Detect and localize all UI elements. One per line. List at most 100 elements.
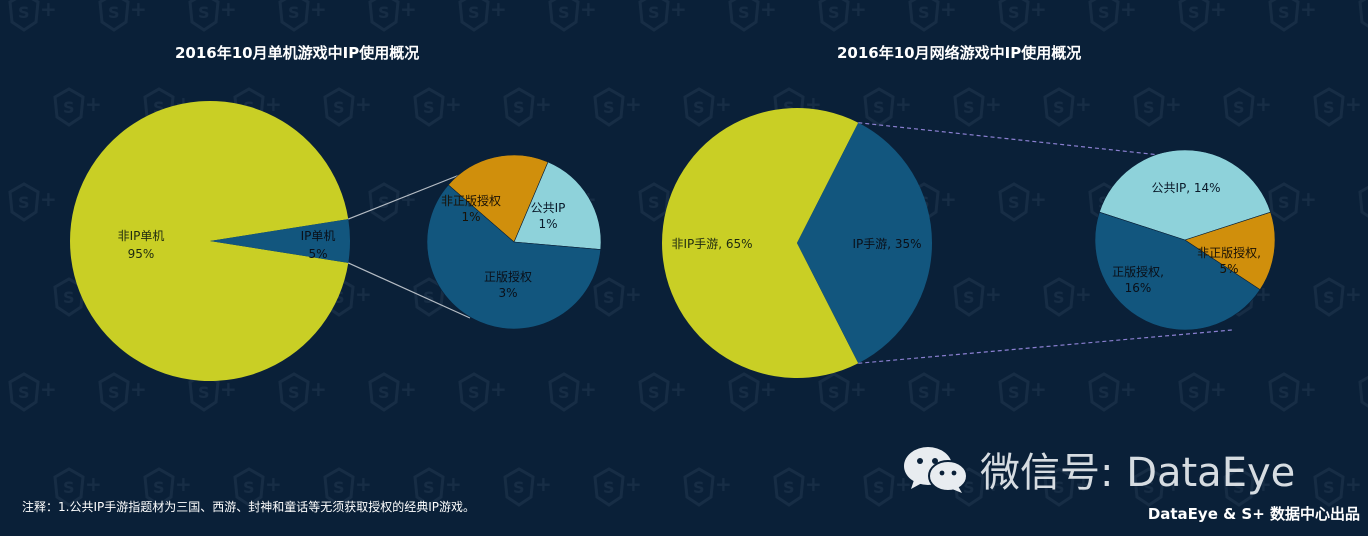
svg-text:S: S bbox=[783, 98, 795, 117]
svg-text:S: S bbox=[1323, 478, 1335, 497]
s-plus-shield-icon: S+ bbox=[1313, 87, 1362, 127]
s-plus-shield-icon: S+ bbox=[773, 467, 822, 507]
svg-text:+: + bbox=[1300, 0, 1317, 21]
s-plus-shield-icon: S+ bbox=[368, 372, 417, 412]
slice-label-non-ip-mobile: 非IP手游, 65% bbox=[671, 237, 752, 251]
svg-text:S: S bbox=[333, 478, 345, 497]
svg-text:S: S bbox=[738, 3, 750, 22]
s-plus-shield-icon: S+ bbox=[1358, 375, 1368, 408]
svg-text:S: S bbox=[1053, 478, 1065, 497]
s-plus-shield-icon: S+ bbox=[1133, 87, 1182, 127]
svg-text:S: S bbox=[198, 3, 210, 22]
slice-value-licensed-standalone: 3% bbox=[498, 286, 517, 300]
s-plus-shield-icon: S+ bbox=[1178, 372, 1227, 412]
slice-label-licensed-mobile: 正版授权, bbox=[1112, 264, 1164, 279]
s-plus-shield-icon: S+ bbox=[1268, 0, 1317, 32]
s-plus-shield-icon: S+ bbox=[818, 0, 867, 32]
s-plus-shield-icon: S+ bbox=[503, 87, 552, 127]
s-plus-shield-icon: S+ bbox=[1178, 0, 1227, 32]
s-plus-shield-icon: S+ bbox=[503, 467, 552, 507]
wechat-id-text: 微信号: DataEye bbox=[980, 450, 1296, 496]
svg-text:+: + bbox=[1300, 377, 1317, 401]
svg-text:S: S bbox=[738, 383, 750, 402]
s-plus-shield-icon: S+ bbox=[683, 467, 732, 507]
s-plus-shield-icon: S+ bbox=[1223, 87, 1272, 127]
svg-text:S: S bbox=[513, 98, 525, 117]
slice-label-unlicensed-mobile: 非正版授权, bbox=[1197, 245, 1261, 260]
s-plus-shield-icon: S+ bbox=[1268, 372, 1317, 412]
s-plus-shield-icon: S+ bbox=[8, 372, 57, 412]
svg-text:+: + bbox=[715, 92, 732, 116]
svg-text:+: + bbox=[985, 92, 1002, 116]
s-plus-shield-icon: S+ bbox=[593, 277, 642, 317]
svg-text:+: + bbox=[85, 92, 102, 116]
svg-text:S: S bbox=[873, 98, 885, 117]
svg-text:+: + bbox=[445, 92, 462, 116]
slice-licensed-mobile bbox=[1094, 211, 1261, 331]
svg-text:S: S bbox=[153, 478, 165, 497]
svg-text:+: + bbox=[1165, 92, 1182, 116]
svg-text:+: + bbox=[1030, 187, 1047, 211]
s-plus-shield-icon: S+ bbox=[368, 0, 417, 32]
s-plus-shield-icon: S+ bbox=[143, 467, 192, 507]
svg-text:+: + bbox=[580, 0, 597, 21]
svg-text:S: S bbox=[288, 3, 300, 22]
s-plus-shield-icon: S+ bbox=[98, 0, 147, 32]
s-plus-shield-icon: S+ bbox=[863, 87, 912, 127]
svg-text:+: + bbox=[1030, 0, 1047, 21]
svg-text:S: S bbox=[1188, 3, 1200, 22]
svg-text:S: S bbox=[198, 383, 210, 402]
svg-text:S: S bbox=[1278, 193, 1290, 212]
svg-text:S: S bbox=[1008, 3, 1020, 22]
slice-public-ip-mobile bbox=[1099, 149, 1271, 241]
svg-text:+: + bbox=[805, 472, 822, 496]
svg-text:S: S bbox=[648, 383, 660, 402]
svg-text:S: S bbox=[1278, 383, 1290, 402]
s-plus-shield-icon: S+ bbox=[998, 372, 1047, 412]
slice-value-unlicensed-standalone: 1% bbox=[461, 210, 480, 224]
svg-text:+: + bbox=[355, 92, 372, 116]
svg-text:S: S bbox=[1008, 383, 1020, 402]
svg-text:S: S bbox=[468, 3, 480, 22]
svg-text:S: S bbox=[918, 3, 930, 22]
svg-text:+: + bbox=[1075, 472, 1092, 496]
pie-layer: 非IP单机 95% IP单机 5% 公共IP 1% 非正版授权 1% 正版授权 3% 非IP手游, … bbox=[70, 101, 1276, 382]
s-plus-shield-icon: S+ bbox=[1223, 467, 1272, 507]
svg-text:+: + bbox=[1075, 92, 1092, 116]
svg-text:+: + bbox=[760, 0, 777, 21]
s-plus-shield-icon: S+ bbox=[908, 372, 957, 412]
svg-text:S: S bbox=[558, 383, 570, 402]
svg-text:+: + bbox=[130, 377, 147, 401]
svg-text:+: + bbox=[220, 377, 237, 401]
s-plus-shield-icon: S+ bbox=[728, 372, 777, 412]
svg-text:+: + bbox=[940, 187, 957, 211]
s-plus-shield-icon: S+ bbox=[1043, 277, 1092, 317]
svg-text:S: S bbox=[1278, 3, 1290, 22]
s-plus-shield-icon: S+ bbox=[638, 372, 687, 412]
s-plus-shield-icon: S+ bbox=[548, 372, 597, 412]
svg-text:+: + bbox=[940, 377, 957, 401]
s-plus-shield-icon: S+ bbox=[458, 372, 507, 412]
svg-text:+: + bbox=[940, 0, 957, 21]
svg-text:S: S bbox=[963, 98, 975, 117]
svg-text:S: S bbox=[1008, 193, 1020, 212]
svg-text:S: S bbox=[423, 288, 435, 307]
connector-line-top-mobile bbox=[858, 122, 1161, 156]
svg-text:S: S bbox=[603, 98, 615, 117]
svg-text:+: + bbox=[625, 472, 642, 496]
slice-value-unlicensed-mobile: 5% bbox=[1219, 262, 1238, 276]
svg-text:S: S bbox=[1233, 98, 1245, 117]
s-plus-shield-icon: S+ bbox=[818, 372, 867, 412]
svg-text:S: S bbox=[558, 3, 570, 22]
slice-value-non-ip-standalone: 95% bbox=[128, 247, 155, 261]
svg-text:+: + bbox=[985, 282, 1002, 306]
svg-text:+: + bbox=[1345, 92, 1362, 116]
svg-text:+: + bbox=[400, 377, 417, 401]
s-plus-shield-icon: S+ bbox=[863, 467, 912, 507]
svg-text:+: + bbox=[355, 472, 372, 496]
svg-text:S: S bbox=[1323, 288, 1335, 307]
svg-text:+: + bbox=[1345, 472, 1362, 496]
svg-text:S: S bbox=[378, 3, 390, 22]
svg-text:+: + bbox=[1300, 187, 1317, 211]
s-plus-shield-icon: S+ bbox=[638, 0, 687, 32]
